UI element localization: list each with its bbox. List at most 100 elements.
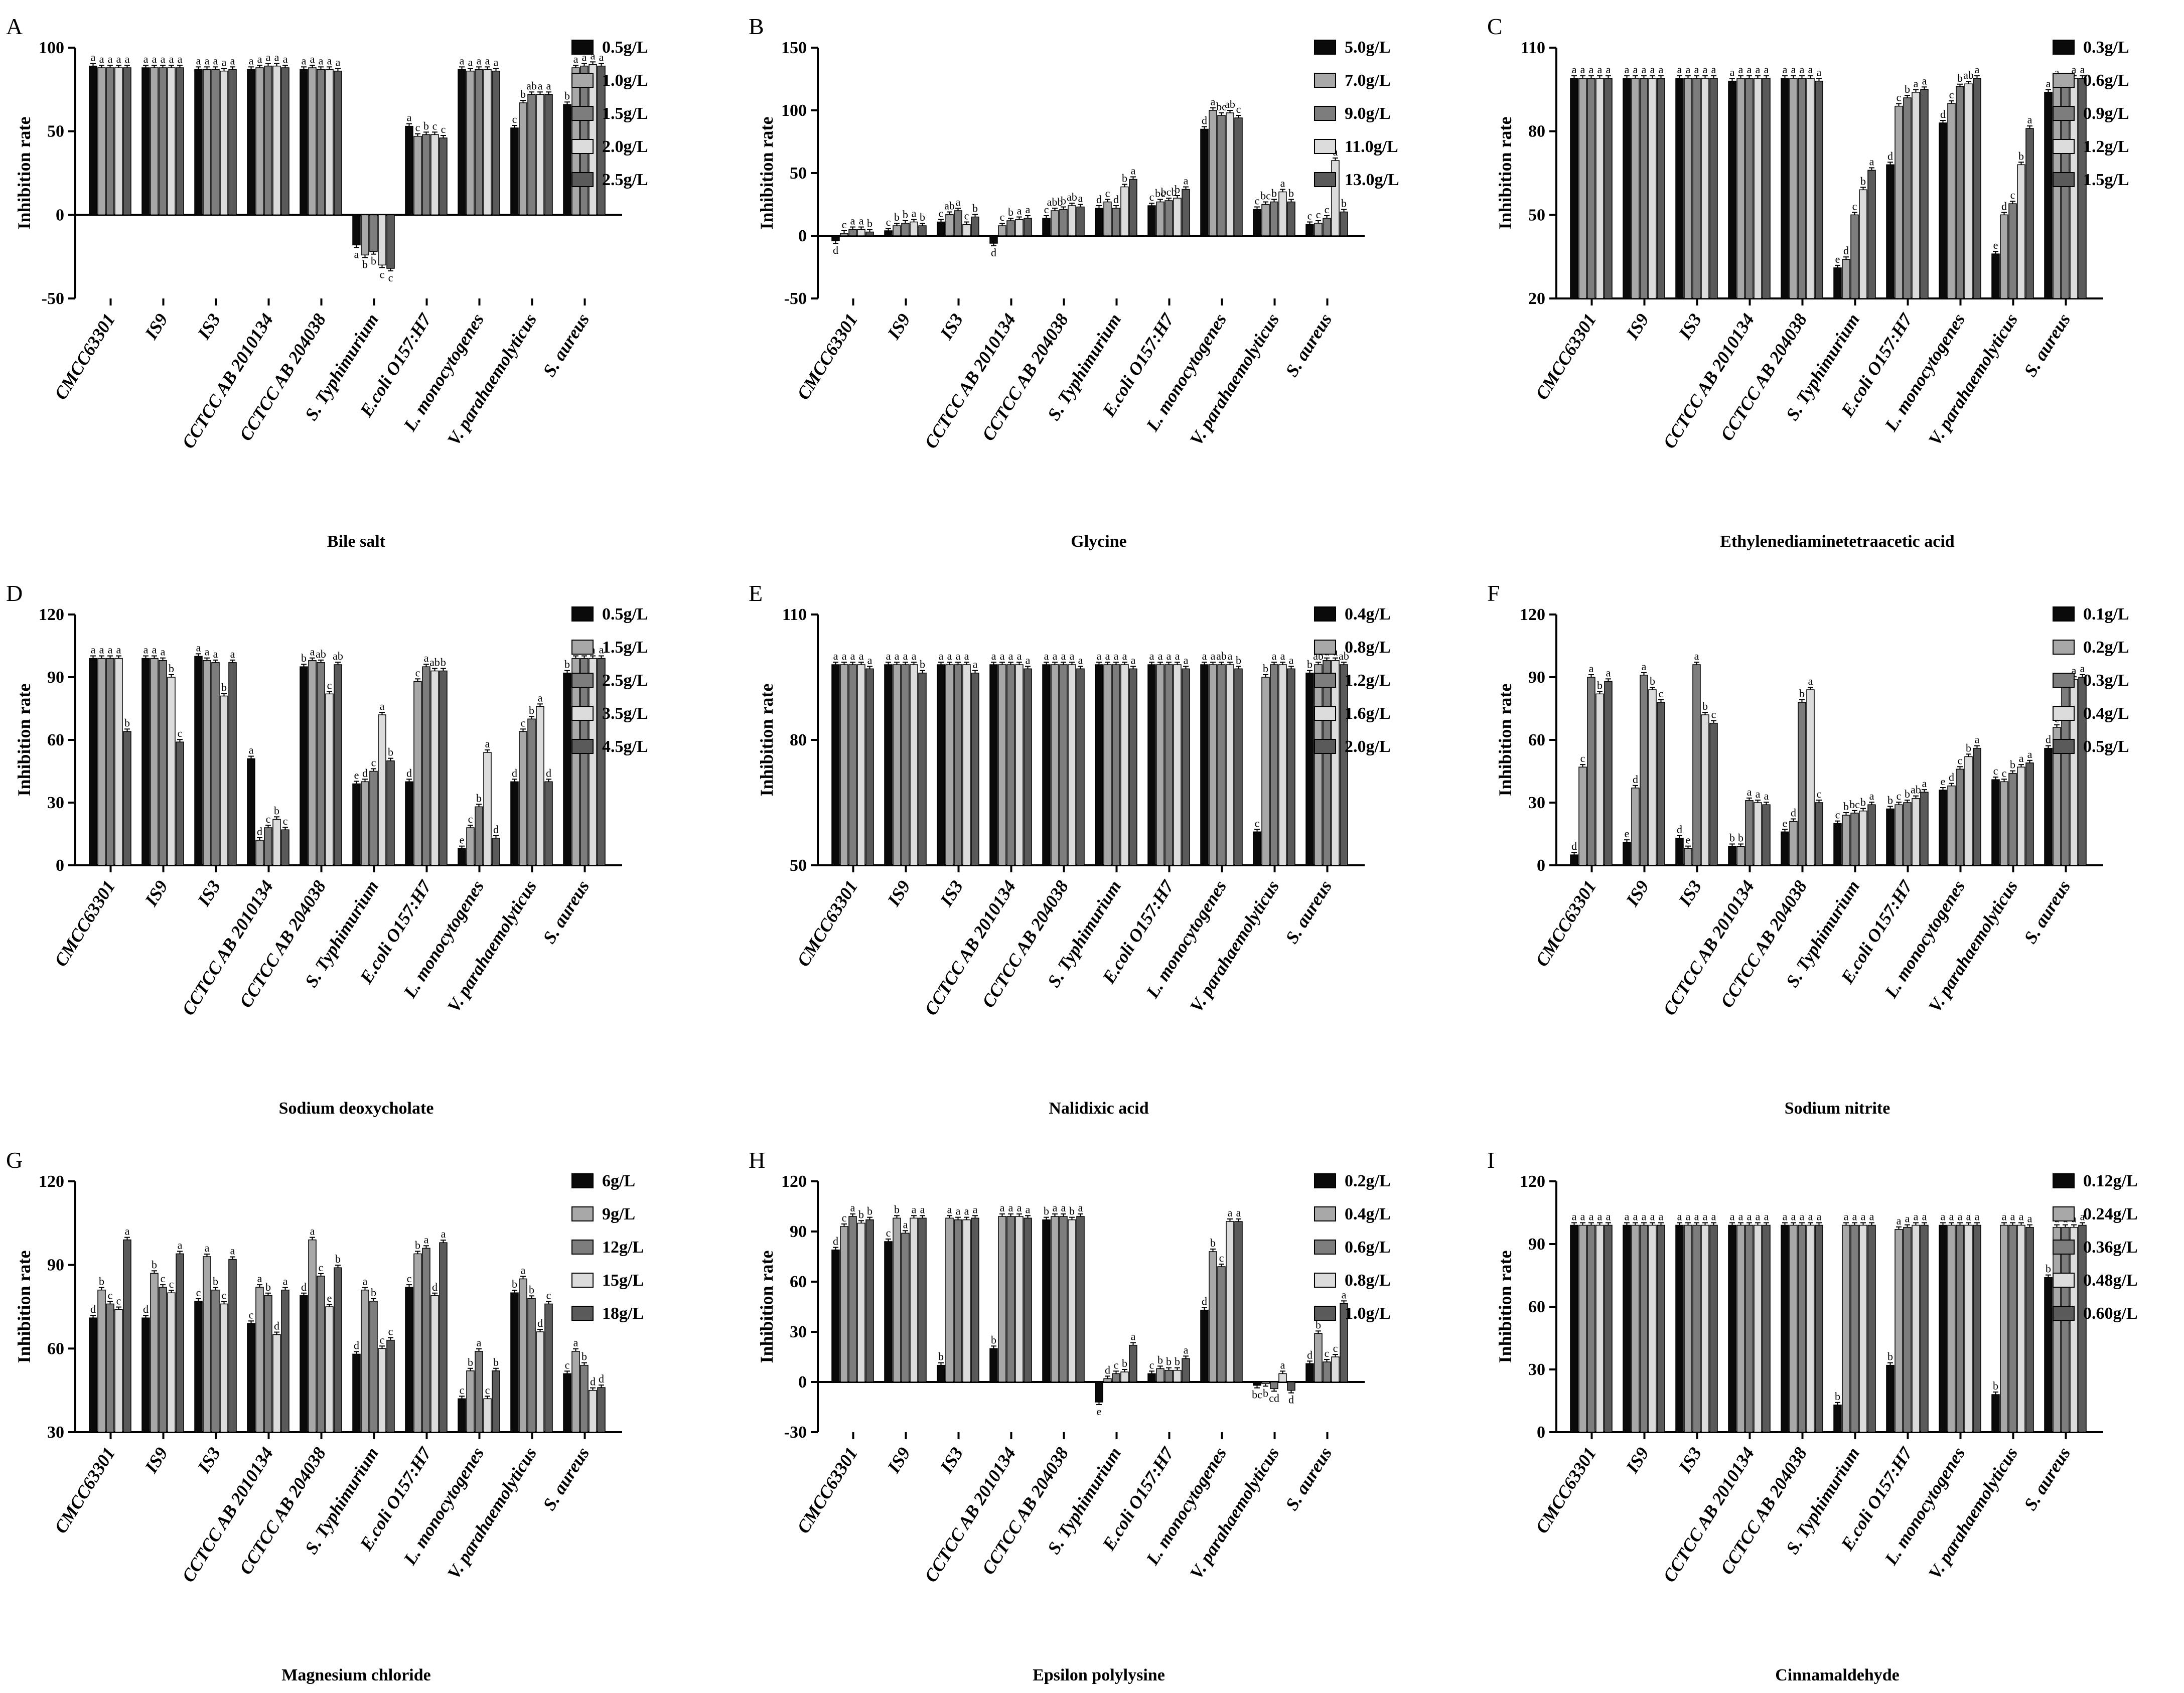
legend-swatch <box>571 139 594 154</box>
panel-letter: A <box>6 14 23 39</box>
bar <box>527 718 536 866</box>
bar <box>272 819 281 866</box>
significance-label: a <box>477 1336 482 1349</box>
bar <box>1657 1224 1665 1433</box>
legend-label: 1.5g/L <box>602 638 648 657</box>
bar <box>483 69 492 216</box>
legend-label: 1.2g/L <box>1345 671 1391 690</box>
significance-label: a <box>1650 1210 1655 1223</box>
bar <box>1226 664 1234 866</box>
significance-label: a <box>494 56 499 69</box>
legend-label: 0.4g/L <box>1345 1205 1391 1223</box>
bar <box>483 1398 492 1433</box>
significance-label: b <box>564 658 570 671</box>
legend-swatch <box>571 739 594 754</box>
significance-label: a <box>460 54 465 67</box>
significance-label: a <box>2019 752 2024 764</box>
significance-label: d <box>599 1372 604 1385</box>
x-tick-label: IS3 <box>1674 310 1705 343</box>
significance-label: a <box>1000 650 1005 662</box>
significance-label: c <box>512 113 517 125</box>
bar <box>150 1273 159 1433</box>
significance-label: a <box>152 53 157 65</box>
bar <box>1006 664 1015 866</box>
significance-label: a <box>1114 650 1119 662</box>
bar <box>1234 117 1243 236</box>
bar <box>893 664 901 866</box>
significance-label: c <box>939 207 944 220</box>
x-tick-label: CMCC63301 <box>51 1444 119 1537</box>
y-tick-label: 120 <box>781 1172 807 1191</box>
significance-label: b <box>1993 1379 1998 1392</box>
legend-swatch <box>571 1306 594 1321</box>
bar <box>1920 89 1929 299</box>
significance-label: a <box>354 248 359 260</box>
legend-swatch <box>571 172 594 187</box>
bar <box>1234 668 1243 866</box>
significance-label: a <box>1280 177 1285 190</box>
bar <box>918 672 927 866</box>
significance-label: a <box>441 1227 446 1240</box>
significance-label: e <box>327 1292 332 1304</box>
legend-label: 2.0g/L <box>1345 737 1391 756</box>
bar <box>840 233 848 236</box>
x-tick-label: S. aureus <box>2020 1444 2074 1514</box>
bar <box>1631 78 1640 299</box>
bar <box>1182 1358 1190 1382</box>
bar <box>386 760 395 866</box>
bar <box>910 1217 918 1382</box>
bar <box>247 758 255 866</box>
bar <box>1068 1219 1076 1382</box>
bar <box>1947 1224 1956 1433</box>
x-tick-label: IS9 <box>1622 1444 1653 1477</box>
significance-label: bc <box>1252 1389 1262 1401</box>
significance-label: d <box>2001 200 2007 212</box>
x-tick-label: CMCC63301 <box>1532 1444 1600 1537</box>
significance-label: b <box>867 217 872 230</box>
significance-label: a <box>1738 63 1743 76</box>
significance-label: b <box>1597 679 1603 691</box>
significance-label: a <box>1078 192 1083 205</box>
significance-label: a <box>1272 650 1277 662</box>
bar <box>1709 78 1718 299</box>
significance-label: c <box>886 1226 891 1239</box>
x-tick-label: S. aureus <box>539 1444 593 1514</box>
significance-label: a <box>591 49 596 62</box>
significance-label: b <box>1887 794 1893 807</box>
legend-label: 1.2g/L <box>2083 137 2129 156</box>
bar <box>1059 209 1068 236</box>
significance-label: a <box>1211 650 1216 662</box>
bar <box>1762 804 1771 866</box>
legend-label: 2.0g/L <box>602 137 648 156</box>
legend-label: 0.3g/L <box>2083 38 2129 57</box>
significance-label: b <box>1341 197 1347 210</box>
legend-swatch <box>2053 739 2075 754</box>
bar <box>954 1219 962 1382</box>
bar <box>848 229 857 236</box>
bar <box>220 695 228 866</box>
significance-label: a <box>1764 790 1769 802</box>
bar <box>1623 78 1631 299</box>
significance-label: a <box>1597 1210 1603 1223</box>
legend-label: 0.3g/L <box>2083 671 2129 690</box>
significance-label: b <box>1860 175 1866 187</box>
y-tick-label: 30 <box>790 1323 807 1341</box>
bar <box>1709 722 1718 866</box>
significance-label: a <box>108 644 113 656</box>
bar <box>1895 105 1903 299</box>
bar <box>1209 1251 1217 1382</box>
legend-label: 0.60g/L <box>2083 1304 2138 1323</box>
y-axis-label: Inhibition rate <box>757 1250 777 1363</box>
bar <box>325 1306 334 1433</box>
bar <box>159 67 167 216</box>
legend-swatch <box>2053 73 2075 88</box>
bar <box>430 134 439 216</box>
significance-label: a <box>1078 1201 1083 1214</box>
significance-label: b <box>1702 700 1708 712</box>
significance-label: a <box>538 691 543 704</box>
bar <box>971 672 979 866</box>
legend-label: 5.0g/L <box>1345 38 1391 57</box>
bar <box>1587 78 1595 299</box>
bar <box>1798 702 1806 866</box>
